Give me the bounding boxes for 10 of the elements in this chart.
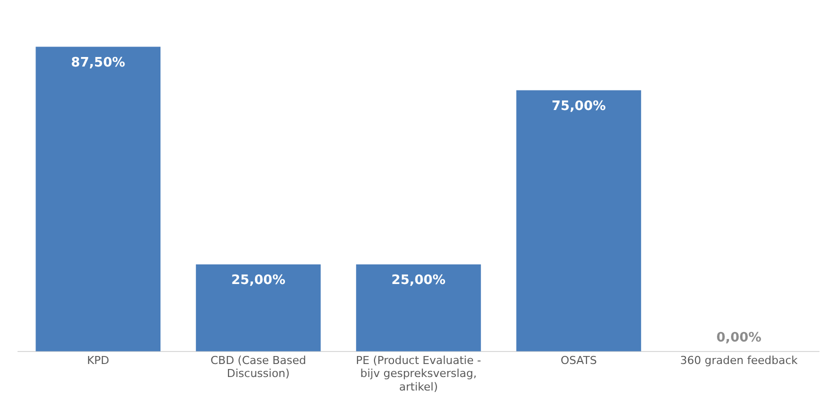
x-tick-label: KPD (86, 354, 110, 367)
data-label: 75,00% (552, 99, 606, 114)
data-label: 0,00% (716, 330, 762, 346)
x-tick-label: OSATS (560, 354, 597, 367)
x-tick-label: CBD (Case Based Discussion) (210, 354, 306, 380)
data-label: 87,50% (71, 56, 126, 71)
data-label: 25,00% (231, 273, 286, 288)
x-tick-label: 360 graden feedback (680, 354, 798, 367)
x-tick-label: PE (Product Evaluatie - bijv gespreksverslag, artikel) (356, 354, 482, 394)
data-label: 25,00% (391, 273, 446, 288)
